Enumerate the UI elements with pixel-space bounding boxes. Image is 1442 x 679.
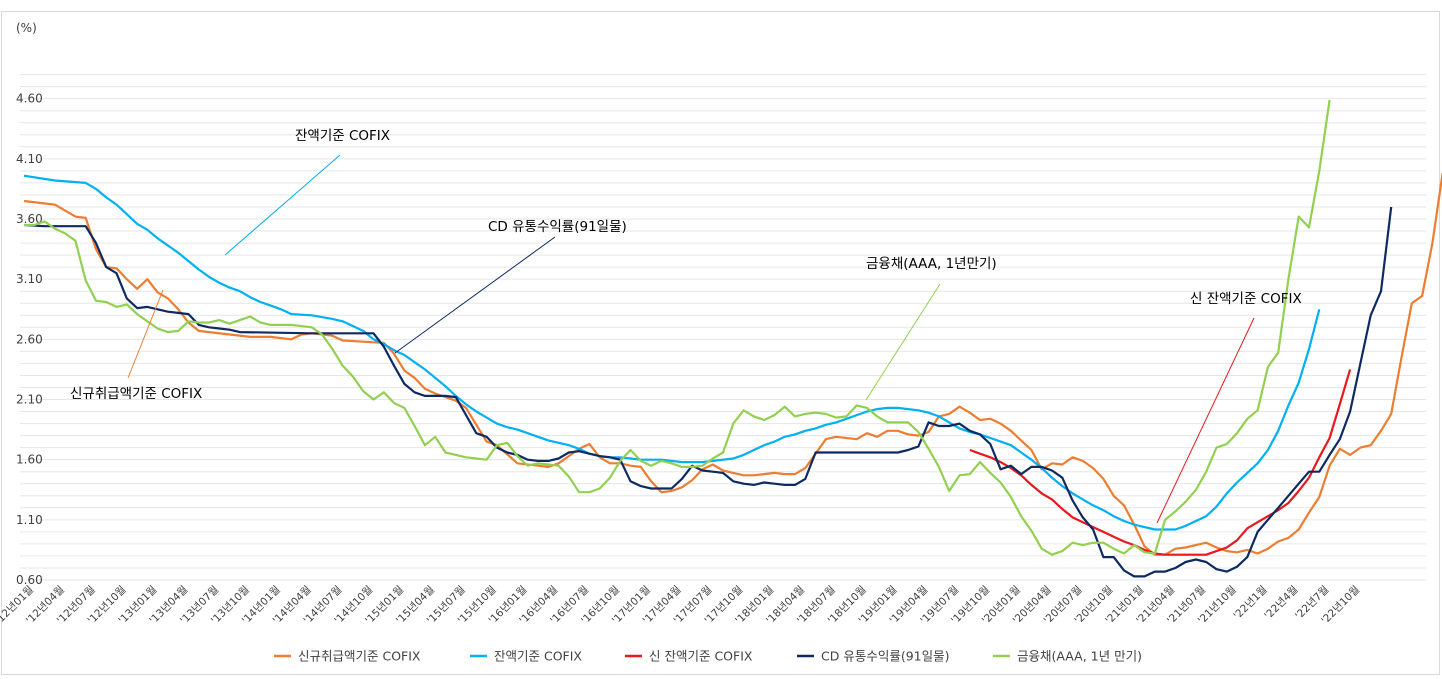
annotation-leader (865, 283, 941, 401)
y-unit-label: (%) (16, 21, 37, 35)
y-tick-label: 4.10 (16, 152, 43, 166)
y-tick-label: 1.60 (16, 453, 43, 467)
legend: 신규취급액기준 COFIX 잔액기준 COFIX 신 잔액기준 COFIX CD 유통… (274, 649, 1142, 664)
y-tick-label: 3.10 (16, 272, 43, 286)
annotation-label: 금융채(AAA, 1년만기) (866, 256, 997, 272)
annotation-leader (224, 154, 341, 256)
annotation-leader (127, 289, 164, 379)
annotation-leader (394, 236, 556, 354)
y-tick-label: 0.60 (16, 573, 43, 587)
legend-label: 신규취급액기준 COFIX (298, 649, 421, 664)
legend-label: 신 잔액기준 COFIX (649, 649, 753, 664)
y-axis-ticks: 0.60 1.10 1.60 2.10 2.60 3.10 3.60 4.10 4.60 (16, 92, 43, 587)
series-line-4 (24, 99, 1331, 556)
annotation-label: 잔액기준 COFIX (295, 128, 390, 144)
annotations: 잔액기준 COFIX CD 유통수익률(91일물) 금융채(AAA, 1년만기) 신 … (70, 128, 1302, 524)
legend-label: CD 유통수익률(91일물) (821, 649, 950, 664)
series-line-1 (23, 174, 1321, 531)
series-line-3 (23, 206, 1393, 578)
y-tick-label: 2.10 (16, 393, 43, 407)
chart-frame (1, 11, 1440, 675)
annotation-label: CD 유통수익률(91일물) (488, 219, 627, 235)
y-tick-label: 1.10 (16, 513, 43, 527)
annotation-label: 신규취급액기준 COFIX (70, 386, 202, 402)
y-tick-label: 3.60 (16, 212, 43, 226)
annotation-label: 신 잔액기준 COFIX (1190, 291, 1302, 307)
gridlines (20, 74, 1426, 581)
legend-label: 잔액기준 COFIX (494, 649, 582, 664)
annotation-leader (1156, 317, 1255, 524)
legend-label: 금융채(AAA, 1년 만기) (1017, 649, 1142, 664)
y-tick-label: 2.60 (16, 332, 43, 346)
series-lines (23, 99, 1442, 578)
y-tick-label: 4.60 (16, 92, 43, 106)
series-line-2 (969, 369, 1352, 556)
